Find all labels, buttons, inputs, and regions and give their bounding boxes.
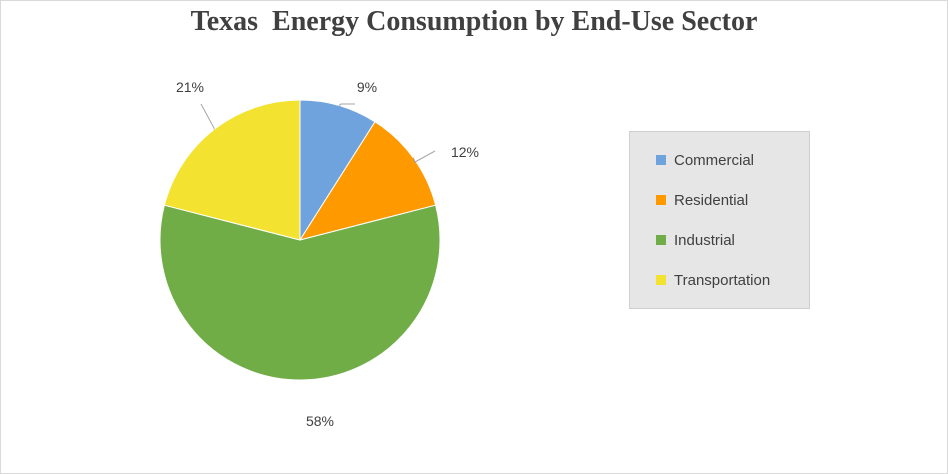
leader-line-transportation [200,103,215,130]
pie-slice-transportation [163,99,301,241]
legend-label-transportation: Transportation [674,271,771,289]
pie-slices [159,99,441,381]
leader-line-residential [412,150,436,163]
data-label-commercial: 9% [357,79,377,95]
legend-swatch-residential [656,195,666,205]
legend-item-commercial: Commercial [656,150,754,170]
leader-line-commercial [338,103,355,106]
data-label-residential: 12% [451,144,479,160]
legend-label-residential: Residential [674,191,749,209]
legend-swatch-industrial [656,235,666,245]
legend: Commercial Residential Industrial Transp… [629,131,810,309]
legend-item-residential: Residential [656,190,748,210]
pie-slice-commercial [299,99,376,242]
legend-swatch-transportation [656,275,666,285]
leader-lines [200,103,436,163]
legend-item-industrial: Industrial [656,230,735,250]
legend-label-industrial: Industrial [674,231,735,249]
data-labels: 9% 12% 58% 21% [176,79,479,429]
legend-swatch-commercial [656,155,666,165]
legend-item-transportation: Transportation [656,270,770,290]
chart-title: Texas Energy Consumption by End-Use Sect… [190,6,758,37]
pie-slice-industrial [159,204,441,381]
legend-label-commercial: Commercial [674,151,755,169]
data-label-industrial: 58% [306,413,334,429]
data-label-transportation: 21% [176,79,204,95]
